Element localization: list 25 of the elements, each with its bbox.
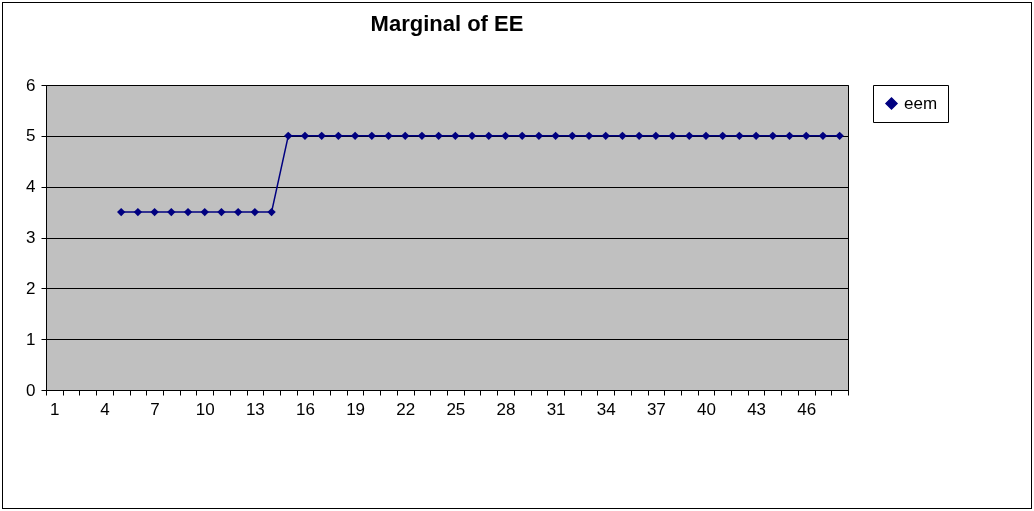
x-tick-label: 13 xyxy=(245,399,265,419)
y-tick-label: 6 xyxy=(26,75,36,95)
x-tick-label: 43 xyxy=(747,399,767,419)
x-tick-label: 4 xyxy=(100,399,110,419)
x-tick-label: 1 xyxy=(50,399,60,419)
x-tick-label: 10 xyxy=(195,399,215,419)
y-tick-label: 0 xyxy=(26,380,36,400)
x-tick-label: 22 xyxy=(396,399,416,419)
x-tick-label: 31 xyxy=(546,399,566,419)
x-tick-label: 7 xyxy=(150,399,160,419)
y-tick-label: 1 xyxy=(26,329,36,349)
chart-title: Marginal of EE xyxy=(370,11,524,36)
x-tick-label: 16 xyxy=(296,399,315,419)
x-tick-label: 34 xyxy=(596,399,616,419)
y-tick-label: 4 xyxy=(26,177,36,197)
x-tick-label: 37 xyxy=(646,399,666,419)
x-tick-label: 46 xyxy=(797,399,817,419)
y-tick-label: 3 xyxy=(26,228,36,247)
y-tick-label: 5 xyxy=(26,126,36,146)
y-tick-label: 2 xyxy=(26,278,36,298)
x-tick-label: 25 xyxy=(446,399,466,419)
x-tick-label: 40 xyxy=(697,399,716,419)
legend-label: eem xyxy=(904,93,938,113)
x-tick-label: 28 xyxy=(496,399,516,419)
x-tick-label: 19 xyxy=(346,399,366,419)
